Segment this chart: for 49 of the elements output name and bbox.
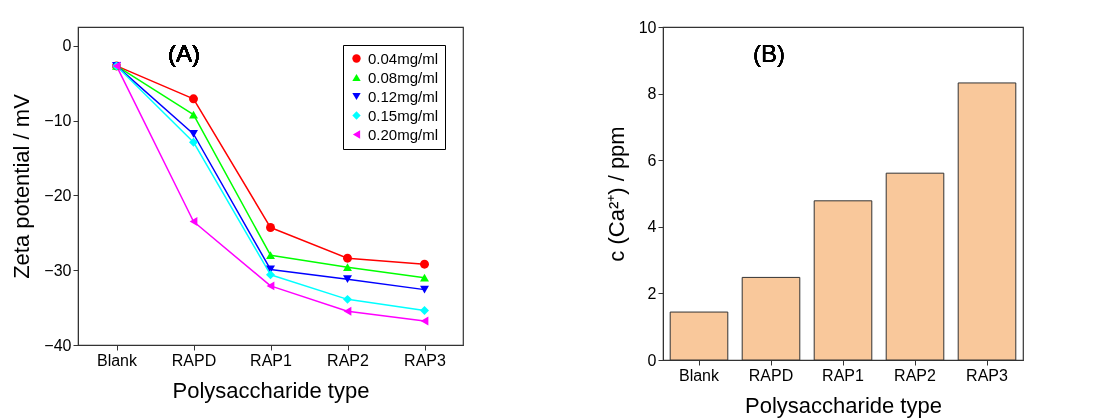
y-tick-label: 6 bbox=[647, 151, 657, 169]
point bbox=[343, 306, 352, 316]
point bbox=[343, 263, 352, 272]
y-tick-label: −30 bbox=[44, 261, 72, 279]
y-tick-label: 2 bbox=[647, 284, 657, 302]
y-tick-label: −40 bbox=[44, 336, 72, 354]
legend-label: 0.04mg/ml bbox=[368, 49, 439, 67]
point bbox=[343, 253, 352, 263]
x-axis-title: Polysaccharide type bbox=[745, 392, 942, 418]
point bbox=[189, 94, 198, 104]
y-tick-label: −20 bbox=[44, 186, 72, 204]
legend-label: 0.12mg/ml bbox=[368, 87, 439, 105]
x-tick-label: RAPD bbox=[171, 351, 217, 369]
point bbox=[343, 275, 352, 284]
y-tick-label: 0 bbox=[647, 351, 657, 369]
x-tick-label: RAP1 bbox=[250, 351, 292, 369]
annotation: (B) bbox=[753, 40, 785, 67]
y-tick-label: 4 bbox=[647, 218, 657, 236]
point bbox=[343, 294, 352, 304]
x-tick-label: RAP2 bbox=[894, 366, 936, 384]
point bbox=[266, 223, 275, 232]
point bbox=[420, 285, 429, 294]
y-tick-label: 8 bbox=[647, 85, 657, 103]
legend-label: 0.15mg/ml bbox=[368, 106, 439, 124]
x-tick-label: RAP1 bbox=[822, 366, 864, 384]
point bbox=[266, 251, 275, 260]
x-tick-label: RAP2 bbox=[327, 351, 369, 369]
y-tick-label: 0 bbox=[62, 37, 72, 55]
point bbox=[420, 259, 429, 269]
point bbox=[266, 270, 275, 280]
y-tick-label: −10 bbox=[44, 112, 72, 130]
y-tick-label: 10 bbox=[638, 18, 657, 36]
x-tick-label: RAP3 bbox=[966, 366, 1008, 384]
point bbox=[189, 130, 198, 138]
point bbox=[189, 217, 198, 227]
point bbox=[420, 273, 429, 282]
point bbox=[420, 306, 429, 316]
x-tick-label: RAPD bbox=[748, 366, 794, 384]
legend-label: 0.08mg/ml bbox=[368, 68, 439, 86]
x-axis-title: Polysaccharide type bbox=[172, 377, 370, 403]
x-tick-label: Blank bbox=[96, 351, 139, 369]
annotation: (A) bbox=[168, 40, 200, 67]
x-tick-label: Blank bbox=[678, 366, 721, 384]
x-tick-label: RAP3 bbox=[404, 351, 446, 369]
point bbox=[266, 281, 275, 291]
y-axis-title: c (Ca²⁺) / ppm bbox=[603, 126, 629, 262]
y-axis-title: Zeta potential / mV bbox=[9, 93, 35, 279]
legend-label: 0.20mg/ml bbox=[368, 125, 439, 143]
point bbox=[189, 137, 198, 147]
